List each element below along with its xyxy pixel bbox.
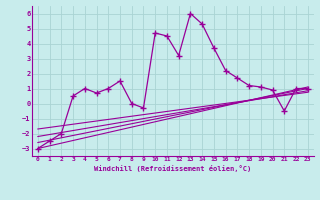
X-axis label: Windchill (Refroidissement éolien,°C): Windchill (Refroidissement éolien,°C)	[94, 165, 252, 172]
